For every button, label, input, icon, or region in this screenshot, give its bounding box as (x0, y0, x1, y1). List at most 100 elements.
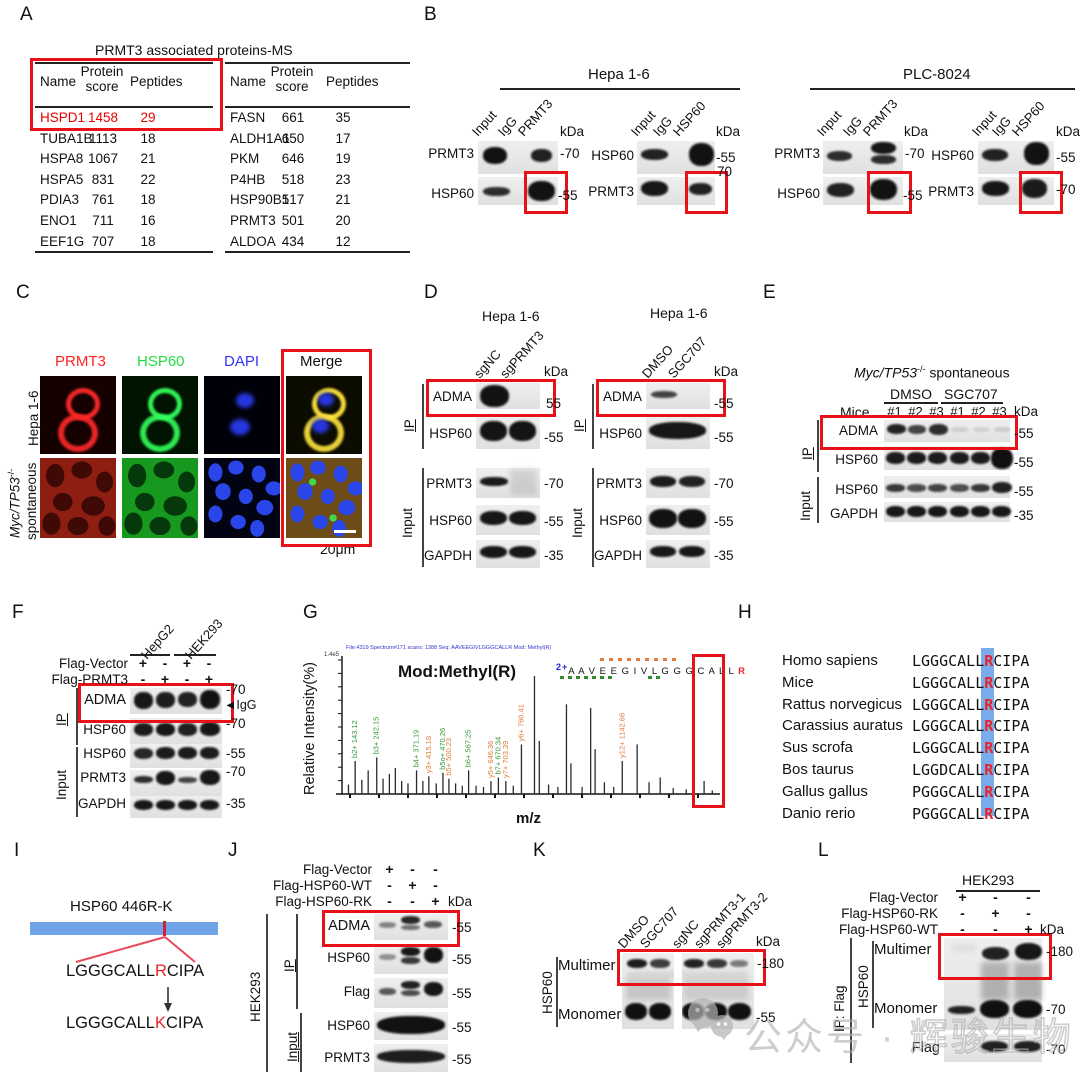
protein-band (379, 922, 396, 928)
value-cell: - (960, 921, 965, 937)
species-name: Carassius auratus (782, 717, 903, 735)
group-underline (884, 402, 938, 404)
table-cell-peptides: 20 (335, 213, 351, 228)
antibody-label: ADMA (328, 918, 370, 934)
panel-label-j: J (228, 840, 238, 861)
input-label: Input (400, 507, 415, 538)
group-label-dmso: DMSO (890, 386, 932, 402)
value-cell: - (184, 671, 190, 687)
bracket-line (300, 1013, 302, 1072)
mw-marker: -55 (714, 514, 734, 529)
col-header-peptides: Peptides (326, 74, 379, 89)
antibody-label: HSP60 (931, 148, 974, 163)
table-cell-peptides: 21 (335, 192, 351, 208)
antibody-label: Flag (343, 984, 370, 999)
construct-values: - + - + (132, 671, 220, 687)
bracket-line (76, 747, 78, 817)
protein-band (929, 424, 948, 435)
protein-band (377, 1016, 445, 1034)
peak-label: y12+ 1142.66 (617, 713, 626, 758)
protein-band (480, 421, 507, 441)
table-cell-name: ALDOA (230, 233, 276, 249)
table-cell-name: ALDH1A1 (230, 130, 291, 146)
col-header-peptides: Peptides (130, 74, 183, 89)
mw-marker: -70 (226, 716, 246, 731)
table-rule (35, 62, 213, 64)
value-cell: + (385, 861, 394, 877)
table-rule (225, 251, 410, 253)
ip-label: IP (282, 959, 297, 972)
antibody-label: HSP60 (429, 513, 472, 528)
protein-band (480, 511, 507, 525)
value-cell: - (387, 893, 392, 909)
kda-label: kDa (560, 124, 585, 139)
cell-line-title: Hepa 1-6 (650, 305, 708, 321)
kda-label: kDa (716, 124, 741, 139)
lane-label: HSP60 (1008, 98, 1048, 139)
cell-shape (236, 393, 254, 408)
mw-marker: -55 (544, 430, 564, 445)
species-name: Sus scrofa (782, 739, 853, 757)
table-cell-score: 1067 (87, 151, 119, 167)
protein-band (401, 990, 420, 996)
bracket-line (592, 468, 594, 567)
construct-label: Flag-HSP60-RK (275, 894, 372, 909)
wechat-icon (688, 998, 733, 1040)
protein-band (827, 151, 852, 161)
protein-band (200, 722, 220, 736)
peak-label: y6+ 760.41 (516, 704, 525, 741)
blot-smear (981, 962, 1009, 1000)
input-label: Input (570, 507, 585, 538)
protein-band (483, 187, 510, 196)
protein-band (200, 747, 219, 759)
antibody-label: PRMT3 (324, 1050, 370, 1065)
table-cell-name: HSPD1 (40, 110, 86, 125)
table-cell-name: EEF1G (40, 233, 85, 249)
protein-band (649, 509, 677, 528)
table-cell-score: 711 (92, 213, 114, 228)
b-ion-marks (560, 676, 612, 679)
panel-label-a: A (20, 4, 33, 25)
mw-marker: -55 (903, 188, 923, 203)
protein-band (908, 425, 926, 434)
mass-spectrum-plot: b2+ 143.12 b3+ 242.15 b4+ 371.19 y3+ 415.18… (336, 656, 720, 798)
mutant-sequence: LGGGCALLKCIPA (66, 1014, 204, 1032)
protein-band (991, 448, 1013, 469)
highlight-box (78, 683, 234, 723)
antibody-label: PRMT3 (426, 476, 472, 491)
cell-shape (58, 414, 98, 452)
protein-band (907, 452, 926, 464)
value-cell: - (433, 861, 438, 877)
antibody-label: PRMT3 (928, 184, 974, 199)
group-underline (941, 402, 1003, 404)
protein-band (887, 424, 906, 434)
residue-tick (163, 921, 166, 936)
bracket-line (556, 957, 558, 1027)
mw-marker: -70 (544, 476, 564, 491)
model-title: Myc/TP53-/- spontaneous (854, 364, 1010, 381)
antibody-label: HSP60 (429, 426, 472, 441)
cell-shape (312, 419, 329, 433)
b-ion-marks (648, 676, 662, 679)
monomer-label: Monomer (558, 1006, 622, 1023)
construct-label: Flag-HSP60-WT (838, 922, 938, 937)
title-underline (810, 88, 1075, 90)
antibody-label: GAPDH (593, 548, 642, 563)
highlight-box (685, 171, 728, 214)
spectrum-title: Mod:Methyl(R) (398, 662, 517, 681)
protein-band (980, 1000, 1009, 1018)
table-cell-score: 661 (281, 110, 305, 125)
construct-values: + - - (946, 889, 1045, 905)
sequence-row: PGGGCALLRCIPA (912, 804, 1030, 823)
protein-band (379, 954, 396, 960)
protein-band (134, 800, 153, 810)
sequence-row: PGGGCALLRCIPA (912, 782, 1030, 801)
protein-band (650, 959, 670, 968)
table-cell-score: 761 (91, 192, 115, 208)
lane-label: SGC707 (664, 333, 710, 381)
input-label: Input (285, 1031, 300, 1062)
construct-values: + - + - (132, 655, 220, 671)
antibody-label: Flag (911, 1040, 940, 1056)
peak-label: b7+ 670.34 (493, 737, 502, 775)
value-cell: - (140, 671, 146, 687)
